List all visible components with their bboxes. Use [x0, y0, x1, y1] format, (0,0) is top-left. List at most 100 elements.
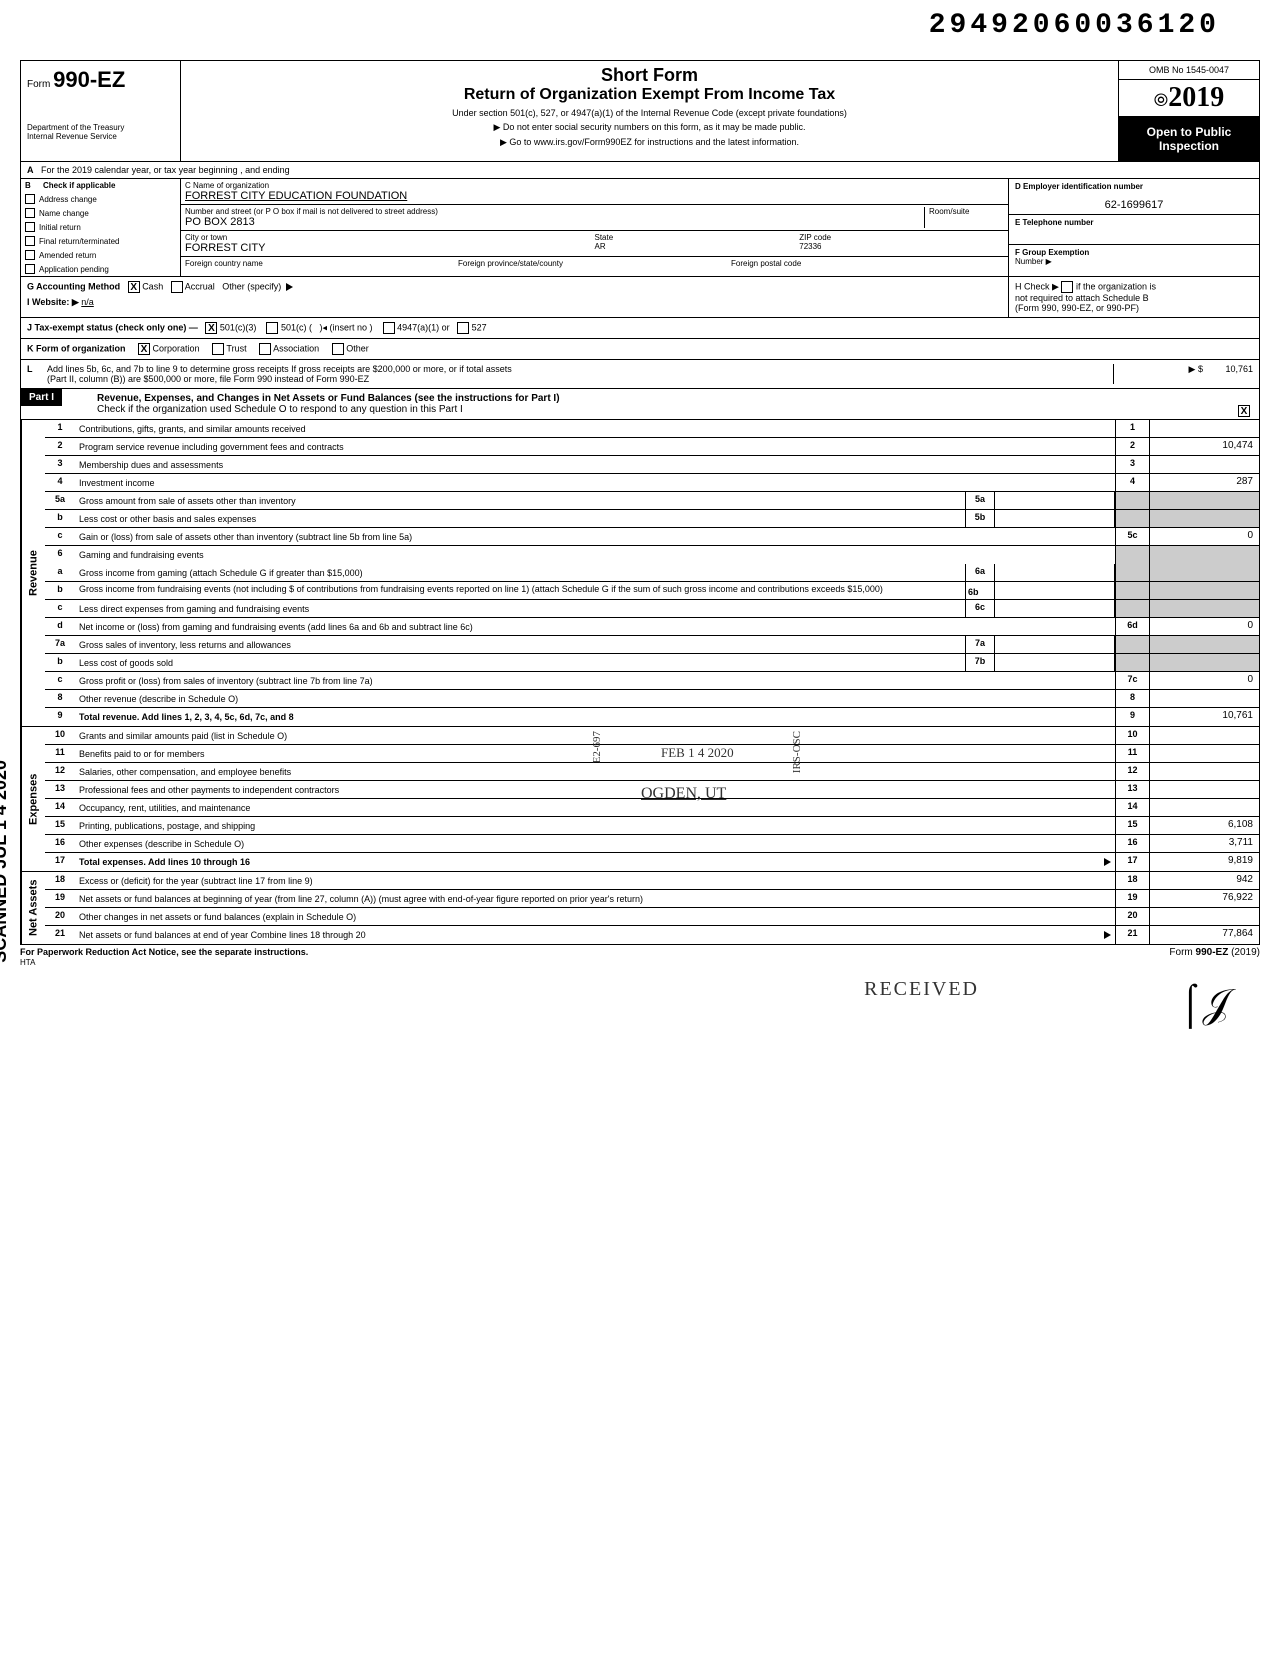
- form-ref: Form 990-EZ (2019): [1169, 947, 1260, 958]
- org-city: FORREST CITY: [185, 242, 595, 254]
- h-check-label: H Check ▶: [1015, 281, 1059, 291]
- received-stamp: RECEIVED: [864, 978, 979, 1001]
- e2-stamp: E2-697: [591, 731, 603, 763]
- line19-val: 76,922: [1149, 890, 1259, 907]
- col-def: D Employer identification number62-16996…: [1009, 179, 1259, 276]
- sub2-text: Do not enter social security numbers on …: [503, 122, 806, 132]
- line16-text: Other expenses (describe in Schedule O): [75, 835, 1115, 852]
- checkbox-initial-return[interactable]: [25, 222, 35, 232]
- checkbox-app-pending[interactable]: [25, 264, 35, 274]
- omb-number: OMB No 1545-0047: [1119, 61, 1259, 80]
- accounting-label: G Accounting Method: [27, 281, 120, 291]
- checkbox-527[interactable]: [457, 322, 469, 334]
- checkbox-sched-o[interactable]: X: [1238, 405, 1250, 417]
- line6a-text: Gross income from gaming (attach Schedul…: [75, 564, 965, 581]
- line5b-text: Less cost or other basis and sales expen…: [75, 510, 965, 527]
- line4-text: Investment income: [75, 474, 1115, 491]
- line6c-text: Less direct expenses from gaming and fun…: [75, 600, 965, 617]
- initial-signature: ⌠𝒥: [1178, 980, 1230, 1027]
- checkbox-sched-b[interactable]: [1061, 281, 1073, 293]
- line15-text: Printing, publications, postage, and shi…: [75, 817, 1115, 834]
- form-990ez: SCANNED JUL 1 4 2020 Form 990-EZ Departm…: [20, 60, 1260, 967]
- checkbox-other-org[interactable]: [332, 343, 344, 355]
- foreign-postal-label: Foreign postal code: [731, 259, 1004, 268]
- line21-text: Net assets or fund balances at end of ye…: [79, 930, 366, 940]
- 501c3-label: 501(c)(3): [220, 322, 257, 332]
- ogden-stamp: OGDEN, UT: [641, 785, 726, 803]
- form-header: Form 990-EZ Department of the Treasury I…: [20, 60, 1260, 162]
- col-c-org-info: C Name of organization FORREST CITY EDUC…: [181, 179, 1009, 276]
- line3-text: Membership dues and assessments: [75, 456, 1115, 473]
- line15-val: 6,108: [1149, 817, 1259, 834]
- line6d-text: Net income or (loss) from gaming and fun…: [75, 618, 1115, 635]
- row-l: L Add lines 5b, 6c, and 7b to line 9 to …: [20, 360, 1260, 389]
- label-amended: Amended return: [39, 251, 96, 260]
- part1-label: Part I: [21, 389, 62, 406]
- group-number-label: Number ▶: [1015, 257, 1052, 266]
- part1-header-row: Part I Revenue, Expenses, and Changes in…: [20, 389, 1260, 420]
- col-b-header: Check if applicable: [43, 181, 115, 190]
- gross-receipts: 10,761: [1225, 364, 1253, 374]
- checkbox-amended[interactable]: [25, 250, 35, 260]
- addr-label: Number and street (or P O box if mail is…: [185, 207, 924, 216]
- assoc-label: Association: [273, 343, 319, 353]
- city-label: City or town: [185, 233, 595, 242]
- checkbox-trust[interactable]: [212, 343, 224, 355]
- h-text3: (Form 990, 990-EZ, or 990-PF): [1015, 303, 1139, 313]
- checkbox-cash[interactable]: X: [128, 281, 140, 293]
- irs-osc-stamp: IRS-OSC: [791, 731, 803, 773]
- line13-text: Professional fees and other payments to …: [75, 781, 1115, 798]
- checkbox-name-change[interactable]: [25, 208, 35, 218]
- checkbox-final-return[interactable]: [25, 236, 35, 246]
- foreign-province-label: Foreign province/state/county: [458, 259, 731, 268]
- line7a-text: Gross sales of inventory, less returns a…: [75, 636, 965, 653]
- line5c-val: 0: [1149, 528, 1259, 545]
- checkbox-4947[interactable]: [383, 322, 395, 334]
- row-l-text2: (Part II, column (B)) are $500,000 or mo…: [47, 374, 1113, 384]
- 501c-insert: )◂ (insert no ): [320, 322, 373, 332]
- checkbox-corp[interactable]: X: [138, 343, 150, 355]
- checkbox-501c[interactable]: [266, 322, 278, 334]
- trust-label: Trust: [226, 343, 246, 353]
- other-org-label: Other: [346, 343, 369, 353]
- revenue-side-label: Revenue: [21, 420, 45, 726]
- row-gh: G Accounting Method X Cash Accrual Other…: [20, 277, 1260, 318]
- form-number: 990-EZ: [53, 67, 125, 92]
- row-j: J Tax-exempt status (check only one) — X…: [20, 318, 1260, 339]
- line6-text: Gaming and fundraising events: [75, 546, 1115, 564]
- form-footer: For Paperwork Reduction Act Notice, see …: [20, 945, 1260, 958]
- checkbox-assoc[interactable]: [259, 343, 271, 355]
- org-zip: 72336: [799, 242, 1004, 251]
- date-stamp: FEB 1 4 2020: [661, 745, 734, 761]
- line21-val: 77,864: [1149, 926, 1259, 944]
- tax-exempt-label: J Tax-exempt status (check only one) —: [27, 322, 198, 332]
- foreign-country-label: Foreign country name: [185, 259, 458, 268]
- website-value: n/a: [81, 297, 94, 307]
- header-sub3: ▶ Go to www.irs.gov/Form990EZ for instru…: [185, 137, 1114, 148]
- line5a-text: Gross amount from sale of assets other t…: [75, 492, 965, 509]
- h-text2: not required to attach Schedule B: [1015, 293, 1149, 303]
- org-address: PO BOX 2813: [185, 216, 924, 228]
- line12-text: Salaries, other compensation, and employ…: [75, 763, 1115, 780]
- open-to-public: Open to Public Inspection: [1119, 117, 1259, 161]
- arrow-icon: [286, 283, 293, 291]
- checkbox-accrual[interactable]: [171, 281, 183, 293]
- form-label: Form: [27, 79, 50, 90]
- part1-title: Revenue, Expenses, and Changes in Net As…: [97, 393, 560, 404]
- row-a-tax-year: A For the 2019 calendar year, or tax yea…: [20, 162, 1260, 179]
- 501c-label: 501(c) (: [281, 322, 312, 332]
- line8-text: Other revenue (describe in Schedule O): [75, 690, 1115, 707]
- return-title: Return of Organization Exempt From Incom…: [185, 86, 1114, 104]
- expenses-side-label: Expenses: [21, 727, 45, 871]
- line18-text: Excess or (deficit) for the year (subtra…: [75, 872, 1115, 889]
- dln-number: 29492060036120: [929, 10, 1220, 41]
- hta: HTA: [20, 958, 1260, 967]
- netassets-side-label: Net Assets: [21, 872, 45, 944]
- checkbox-address-change[interactable]: [25, 194, 35, 204]
- header-sub1: Under section 501(c), 527, or 4947(a)(1)…: [185, 108, 1114, 118]
- checkbox-501c3[interactable]: X: [205, 322, 217, 334]
- line17-val: 9,819: [1149, 853, 1259, 871]
- ein-value: 62-1699617: [1015, 199, 1253, 211]
- 4947-label: 4947(a)(1) or: [397, 322, 450, 332]
- line6d-val: 0: [1149, 618, 1259, 635]
